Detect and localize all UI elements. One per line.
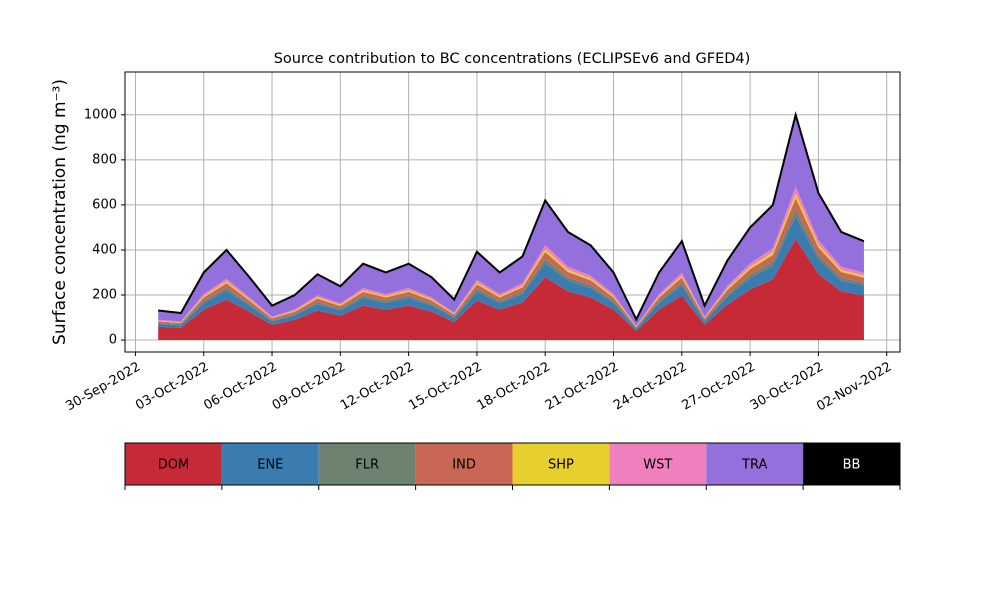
legend-swatch [706,443,804,485]
legend-label: IND [452,458,476,473]
legend-label: WST [643,458,672,473]
plot-frame [124,71,901,353]
legend-label: ENE [257,458,283,473]
legend-swatch [415,443,513,485]
legend-label: SHP [548,458,574,473]
y-tick-label: 400 [92,242,117,257]
total-line [158,110,865,322]
legend-label: FLR [355,458,379,473]
area [158,216,864,331]
legend-label: TRA [741,458,767,473]
legend-swatch [512,443,610,485]
y-tick-label: 600 [92,197,117,212]
legend-swatch [609,443,707,485]
legend-swatch [318,443,416,485]
y-tick-label: 200 [92,288,117,303]
y-tick-label: 0 [109,333,117,348]
y-tick-label: 800 [92,152,117,167]
y-tick-label: 1000 [84,107,117,122]
legend-label: BB [843,458,861,473]
area [158,238,864,341]
chart-title: Source contribution to BC concentrations… [274,51,751,67]
area [158,117,864,326]
area [158,198,864,329]
legend-swatch [125,443,222,485]
legend-swatch [221,443,319,485]
legend-frame [124,442,901,486]
legend-label: DOM [158,458,189,473]
y-axis-label: Surface concentration (ng m⁻³) [50,79,70,345]
legend-swatch [803,443,900,485]
